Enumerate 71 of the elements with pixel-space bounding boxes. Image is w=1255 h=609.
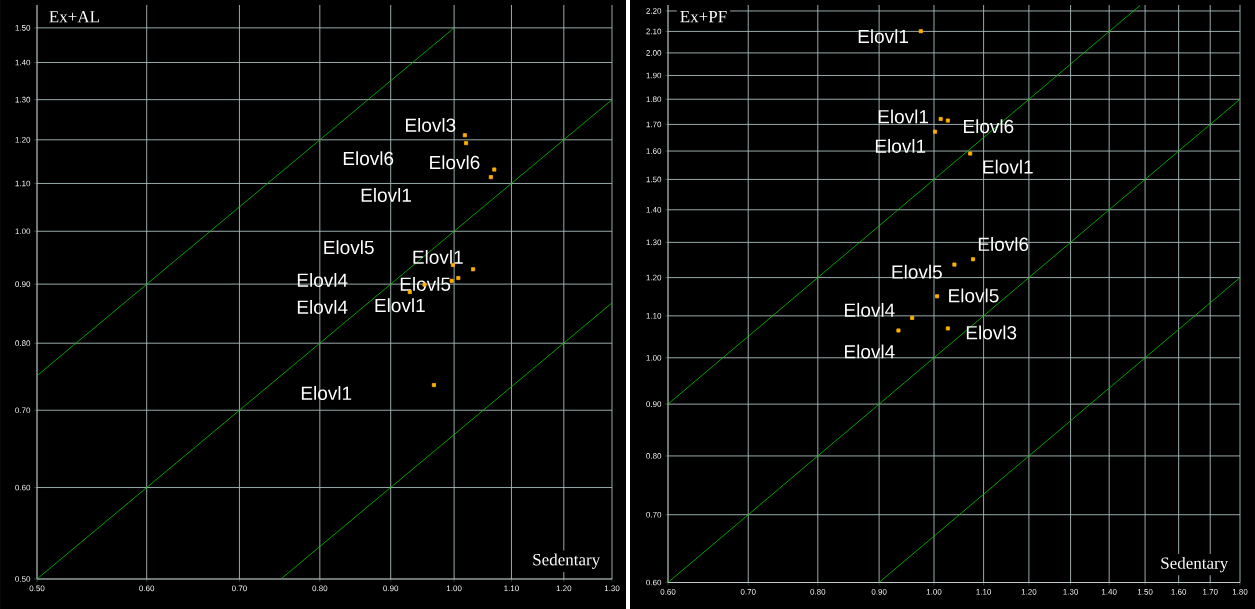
x-tick-label: 0.90 [871, 589, 887, 595]
x-tick-label: 1.10 [504, 585, 519, 592]
x-tick-label: 1.70 [1203, 589, 1218, 595]
annotation: Elovl1 [375, 298, 425, 313]
annotation: Elovl3 [405, 117, 456, 132]
y-tick-label: 0.70 [646, 511, 662, 518]
y-tick-label: 1.20 [15, 136, 31, 143]
x-tick-label: 0.70 [231, 585, 247, 592]
y-tick-label: 1.80 [646, 96, 662, 103]
x-tick-label: 1.00 [926, 589, 942, 595]
annotation: Elovl1 [301, 386, 352, 400]
y-tick-label: 2.00 [646, 50, 662, 56]
x-tick-label: 1.60 [1171, 589, 1187, 595]
x-tick-label: 0.50 [29, 585, 45, 592]
x-tick-label: 1.20 [1021, 589, 1037, 595]
annotation: Elovl1 [361, 188, 411, 202]
y-tick-label: 0.80 [15, 340, 31, 347]
y-tick-label: 0.70 [15, 407, 31, 414]
y-tick-label: 0.90 [646, 401, 662, 407]
x-tick-label: 0.80 [312, 585, 328, 592]
y-tick-label: 1.00 [15, 228, 31, 235]
annotation: Elovl4 [297, 272, 348, 287]
x-tick-label: 0.60 [139, 585, 155, 592]
y-tick-label: 1.10 [646, 313, 662, 319]
y-tick-label: 1.30 [15, 96, 31, 103]
annotation: Elovl1 [413, 250, 463, 264]
annotation: Elovl6 [343, 151, 394, 166]
y-tick-label: 0.90 [15, 281, 31, 287]
annotation: Elovl1 [875, 138, 926, 153]
x-tick-label: 1.30 [1063, 589, 1079, 595]
y-tick-label: 1.00 [646, 354, 662, 361]
x-tick-label: 1.10 [976, 589, 992, 595]
y-tick-label: 1.40 [15, 59, 31, 66]
annotation: Elovl5 [892, 264, 942, 279]
y-axis-title: Ex+AL [49, 11, 99, 23]
x-tick-label: 0.90 [383, 585, 399, 592]
annotation: Elovl4 [845, 302, 895, 317]
annotation: Elovl5 [324, 240, 374, 255]
annotation: Elovl4 [297, 299, 348, 314]
y-axis-title: Ex+PF [680, 11, 727, 23]
x-tick-label: 1.40 [1101, 589, 1117, 595]
y-tick-label: 1.40 [646, 206, 662, 213]
x-tick-label: 1.50 [1137, 589, 1153, 595]
y-tick-label: 1.50 [15, 25, 31, 31]
y-tick-label: 1.60 [646, 148, 662, 154]
annotation: Elovl1 [858, 29, 909, 44]
annotation: Elovl5 [400, 276, 451, 291]
x-axis-title: Sedentary [533, 553, 601, 569]
y-tick-label: 1.70 [646, 121, 662, 128]
y-tick-label: 1.30 [646, 239, 662, 246]
y-tick-label: 0.60 [646, 579, 662, 586]
x-tick-label: 1.20 [556, 585, 572, 592]
x-tick-label: 0.70 [740, 589, 756, 595]
annotation: Elovl1 [878, 109, 929, 124]
x-tick-label: 1.30 [604, 585, 620, 592]
y-tick-label: 2.20 [646, 8, 662, 14]
x-axis-title: Sedentary [1161, 556, 1229, 573]
y-tick-label: 1.90 [646, 72, 662, 79]
annotation: Elovl6 [430, 155, 480, 170]
x-tick-label: 1.80 [1232, 589, 1248, 595]
y-tick-label: 1.50 [646, 176, 662, 183]
y-tick-label: 0.50 [15, 576, 31, 582]
y-tick-label: 1.20 [646, 274, 662, 281]
y-tick-label: 2.10 [646, 28, 662, 35]
x-tick-label: 0.80 [810, 589, 826, 595]
y-tick-label: 0.60 [15, 484, 31, 491]
y-tick-label: 0.80 [646, 453, 662, 459]
y-tick-label: 1.10 [15, 180, 31, 187]
x-tick-label: 0.60 [660, 589, 676, 595]
annotation: Elovl4 [845, 344, 895, 359]
x-tick-label: 1.00 [446, 585, 462, 592]
